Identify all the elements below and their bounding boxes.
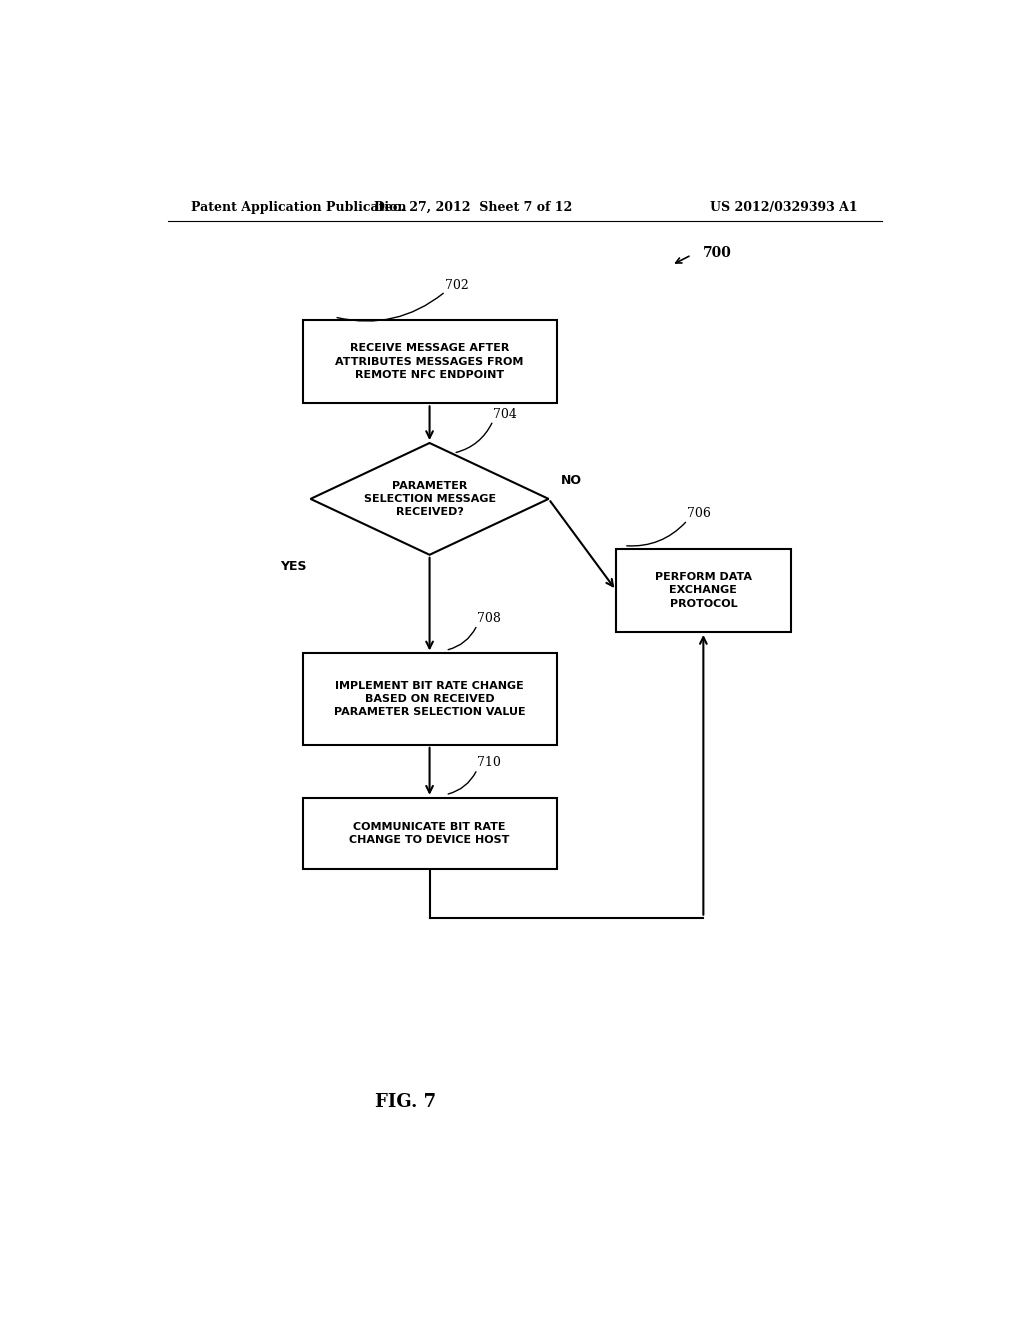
Polygon shape bbox=[310, 444, 549, 554]
Text: Dec. 27, 2012  Sheet 7 of 12: Dec. 27, 2012 Sheet 7 of 12 bbox=[374, 201, 572, 214]
Text: YES: YES bbox=[280, 560, 306, 573]
Text: PARAMETER
SELECTION MESSAGE
RECEIVED?: PARAMETER SELECTION MESSAGE RECEIVED? bbox=[364, 480, 496, 517]
Text: RECEIVE MESSAGE AFTER
ATTRIBUTES MESSAGES FROM
REMOTE NFC ENDPOINT: RECEIVE MESSAGE AFTER ATTRIBUTES MESSAGE… bbox=[336, 343, 523, 380]
Text: 708: 708 bbox=[477, 612, 501, 624]
Text: FIG. 7: FIG. 7 bbox=[375, 1093, 436, 1110]
Bar bbox=[616, 549, 791, 632]
Text: 704: 704 bbox=[494, 408, 517, 421]
Text: 706: 706 bbox=[687, 507, 712, 520]
Text: 702: 702 bbox=[445, 279, 469, 292]
Bar bbox=[303, 797, 557, 869]
Text: 710: 710 bbox=[477, 756, 501, 770]
Text: PERFORM DATA
EXCHANGE
PROTOCOL: PERFORM DATA EXCHANGE PROTOCOL bbox=[655, 572, 752, 609]
Bar bbox=[303, 653, 557, 744]
Text: IMPLEMENT BIT RATE CHANGE
BASED ON RECEIVED
PARAMETER SELECTION VALUE: IMPLEMENT BIT RATE CHANGE BASED ON RECEI… bbox=[334, 681, 525, 717]
Text: COMMUNICATE BIT RATE
CHANGE TO DEVICE HOST: COMMUNICATE BIT RATE CHANGE TO DEVICE HO… bbox=[349, 821, 510, 845]
Text: NO: NO bbox=[560, 474, 582, 487]
Text: US 2012/0329393 A1: US 2012/0329393 A1 bbox=[711, 201, 858, 214]
Bar bbox=[303, 319, 557, 404]
Text: Patent Application Publication: Patent Application Publication bbox=[191, 201, 407, 214]
Text: 700: 700 bbox=[703, 246, 732, 260]
